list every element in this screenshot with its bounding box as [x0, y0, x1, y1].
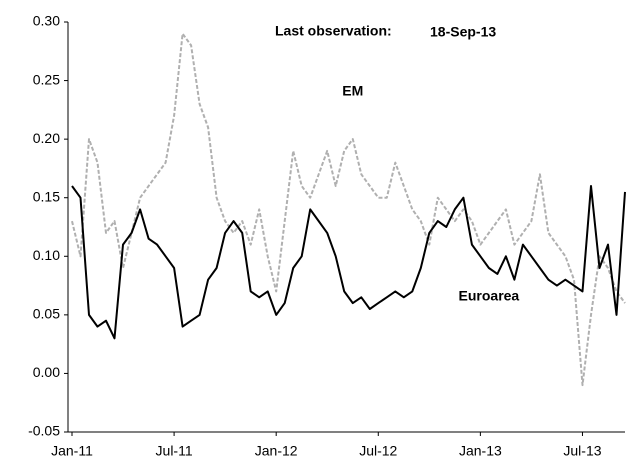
- series-line: [71, 32, 626, 387]
- last-observation: 18-Sep-13: [430, 24, 496, 40]
- series-label: Euroarea: [459, 288, 520, 304]
- y-tick-label: 0.00: [33, 364, 60, 380]
- x-tick-label: Jul-11: [156, 443, 193, 459]
- y-tick-label: 0.05: [33, 306, 60, 322]
- x-tick-label: Jan-13: [459, 443, 502, 459]
- annotation: Last observation:: [275, 23, 392, 39]
- y-tick-label: 0.20: [33, 130, 60, 146]
- series-line: [71, 185, 626, 340]
- x-tick-label: Jul-12: [359, 443, 397, 459]
- y-tick-label: 0.15: [33, 188, 60, 204]
- x-tick-label: Jan-12: [255, 443, 298, 459]
- x-tick-label: Jul-13: [563, 443, 601, 459]
- y-tick-label: 0.10: [33, 247, 60, 263]
- y-tick-label: -0.05: [28, 423, 60, 439]
- y-tick-label: 0.30: [33, 13, 60, 29]
- series-label: EM: [342, 83, 363, 99]
- y-tick-label: 0.25: [33, 71, 60, 87]
- x-tick-label: Jan-11: [51, 443, 93, 459]
